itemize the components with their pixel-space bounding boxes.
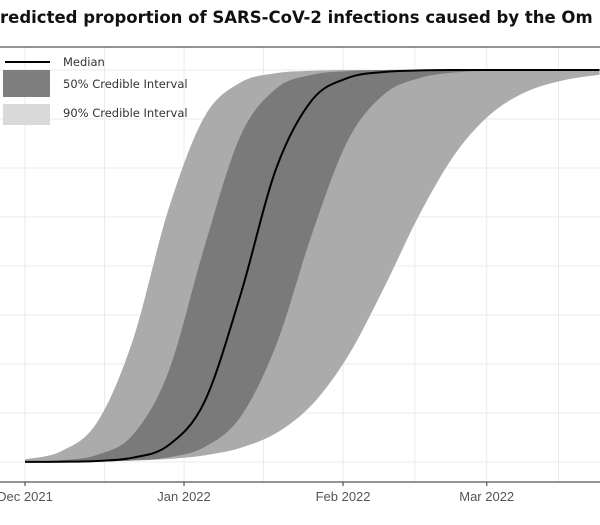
x-tick-label: Jan 2022 [157, 489, 211, 504]
legend: Median 50% Credible Interval 90% Credible … [3, 55, 188, 125]
legend-50-swatch [3, 70, 50, 97]
axes: Dec 2021 Jan 2022 Feb 2022 Mar 2022 [0, 46, 600, 504]
lines [24, 68, 600, 463]
legend-label: 50% Credible Interval [63, 77, 188, 91]
x-tick-label: Dec 2021 [0, 489, 53, 504]
band-50-credible-interval [25, 69, 600, 462]
x-tick-label: Mar 2022 [459, 489, 514, 504]
bands [25, 69, 600, 462]
legend-label: Median [63, 55, 105, 69]
band-90-credible-interval [25, 69, 600, 462]
median-line [24, 68, 600, 463]
legend-90-swatch [3, 104, 50, 125]
x-tick-label: Feb 2022 [316, 489, 371, 504]
chart-title: redicted proportion of SARS-CoV-2 infect… [0, 8, 593, 27]
legend-label: 90% Credible Interval [63, 106, 188, 120]
